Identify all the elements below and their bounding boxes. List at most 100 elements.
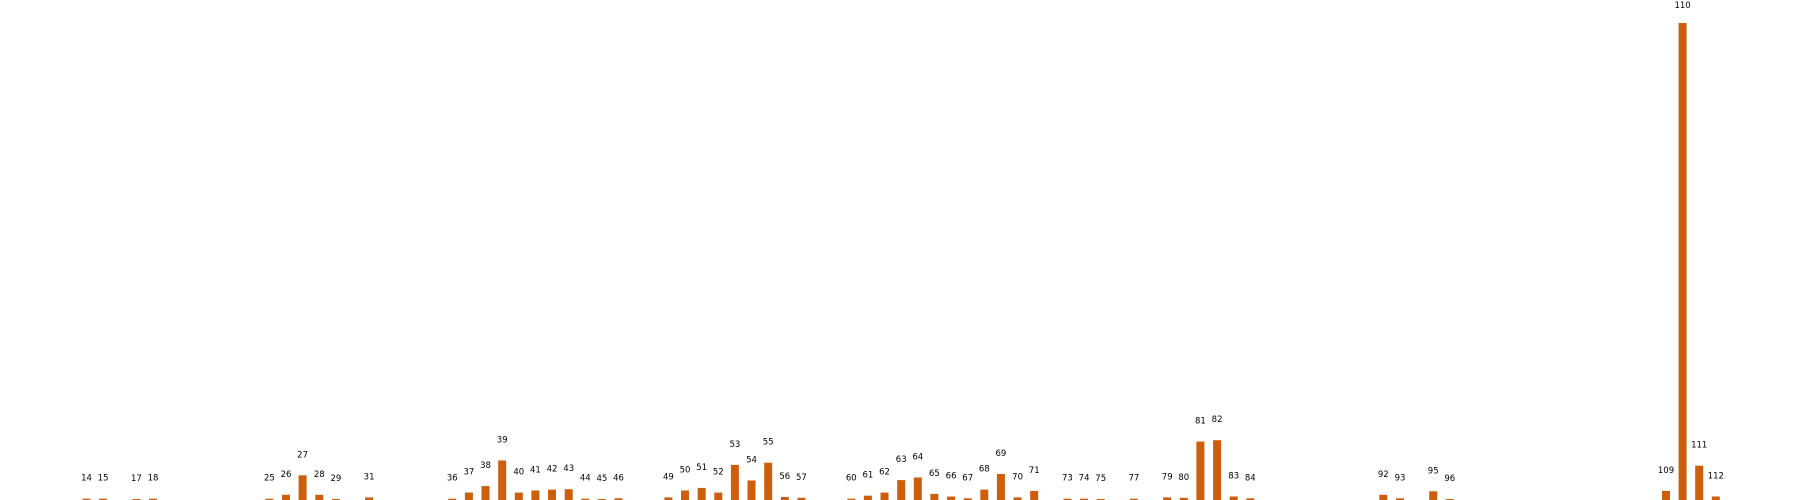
- bar-43: [564, 489, 573, 500]
- bar-label-39: 39: [497, 436, 508, 446]
- bar-label-111: 111: [1691, 441, 1707, 451]
- bar-label-45: 45: [596, 474, 607, 484]
- bar-label-64: 64: [912, 453, 923, 463]
- bar-64: [913, 477, 922, 500]
- bar-label-68: 68: [979, 465, 990, 475]
- bar-110: [1678, 23, 1687, 500]
- bar-93: [1396, 498, 1404, 500]
- bar-14: [82, 498, 91, 500]
- bar-label-77: 77: [1128, 474, 1139, 484]
- bar-label-70: 70: [1012, 472, 1023, 482]
- bar-25: [265, 498, 274, 500]
- bar-label-60: 60: [846, 474, 857, 484]
- bar-label-62: 62: [879, 468, 890, 478]
- bar-label-31: 31: [364, 472, 375, 482]
- bar-label-74: 74: [1079, 474, 1090, 484]
- bar-15: [99, 498, 108, 500]
- bar-112: [1711, 496, 1720, 500]
- bar-label-95: 95: [1428, 466, 1439, 476]
- bar-109: [1662, 490, 1670, 500]
- bar-label-79: 79: [1162, 472, 1173, 482]
- bar-81: [1196, 441, 1205, 500]
- bar-label-65: 65: [929, 469, 940, 479]
- bar-label-40: 40: [513, 468, 524, 478]
- bar-28: [315, 494, 324, 500]
- bar-40: [514, 492, 523, 500]
- bar-label-61: 61: [862, 471, 873, 481]
- bar-label-69: 69: [995, 449, 1006, 459]
- bar-label-92: 92: [1378, 470, 1389, 480]
- bar-95: [1429, 491, 1438, 500]
- bar-79: [1163, 497, 1172, 500]
- bar-18: [149, 498, 157, 500]
- bar-54: [747, 480, 756, 500]
- bar-80: [1179, 497, 1188, 500]
- bar-label-26: 26: [281, 470, 292, 480]
- bar-37: [464, 492, 473, 500]
- bar-label-67: 67: [962, 473, 973, 483]
- bar-63: [897, 480, 906, 500]
- bar-label-49: 49: [663, 472, 674, 482]
- bar-label-25: 25: [264, 474, 275, 484]
- bar-label-28: 28: [314, 470, 325, 480]
- bar-label-51: 51: [696, 463, 707, 473]
- bar-label-14: 14: [81, 474, 92, 484]
- bar-label-44: 44: [580, 474, 591, 484]
- bar-label-80: 80: [1178, 473, 1189, 483]
- bar-series: [82, 23, 1720, 500]
- bar-label-42: 42: [547, 465, 558, 475]
- bar-84: [1246, 498, 1255, 500]
- bar-71: [1030, 490, 1039, 500]
- bar-68: [980, 489, 989, 500]
- bar-label-37: 37: [463, 468, 474, 478]
- bar-label-63: 63: [896, 455, 907, 465]
- bar-74: [1080, 498, 1089, 500]
- bar-49: [664, 497, 673, 500]
- bar-label-66: 66: [946, 472, 957, 482]
- bar-57: [797, 497, 806, 500]
- bar-42: [548, 489, 556, 500]
- bar-label-55: 55: [763, 438, 774, 448]
- bar-60: [847, 498, 856, 500]
- bar-label-112: 112: [1708, 472, 1724, 482]
- bar-label-18: 18: [148, 474, 159, 484]
- bar-label-57: 57: [796, 473, 807, 483]
- bar-39: [498, 460, 507, 500]
- bar-36: [448, 498, 457, 500]
- bar-27: [298, 475, 307, 500]
- bar-66: [947, 496, 956, 500]
- bar-label-50: 50: [680, 466, 691, 476]
- bar-56: [780, 497, 789, 500]
- bar-61: [863, 495, 872, 500]
- bar-92: [1379, 494, 1388, 500]
- bar-labels: 14 15 17 18 25 26 27 28 29 31 36 37 38 39 40 41 42 43 44 45…: [81, 1, 1724, 484]
- bar-label-71: 71: [1029, 466, 1040, 476]
- bar-label-43: 43: [563, 464, 574, 474]
- bar-label-36: 36: [447, 474, 458, 484]
- bar-label-56: 56: [779, 472, 790, 482]
- bar-label-73: 73: [1062, 474, 1073, 484]
- bar-41: [531, 490, 540, 500]
- bar-label-15: 15: [98, 474, 109, 484]
- bar-44: [581, 498, 590, 500]
- bar-label-17: 17: [131, 474, 142, 484]
- bar-label-84: 84: [1245, 473, 1256, 483]
- bar-55: [764, 462, 773, 500]
- bar-73: [1063, 498, 1072, 500]
- bar-67: [963, 498, 972, 500]
- bar-69: [996, 474, 1005, 500]
- bar-label-38: 38: [480, 461, 491, 471]
- bar-31: [365, 497, 374, 500]
- bar-65: [930, 493, 939, 500]
- bar-26: [282, 494, 290, 500]
- bar-77: [1129, 498, 1138, 500]
- bar-51: [697, 487, 706, 500]
- bar-label-53: 53: [729, 440, 740, 450]
- bar-label-93: 93: [1395, 473, 1406, 483]
- bar-50: [681, 490, 689, 500]
- bar-label-52: 52: [713, 468, 724, 478]
- bar-label-54: 54: [746, 456, 757, 466]
